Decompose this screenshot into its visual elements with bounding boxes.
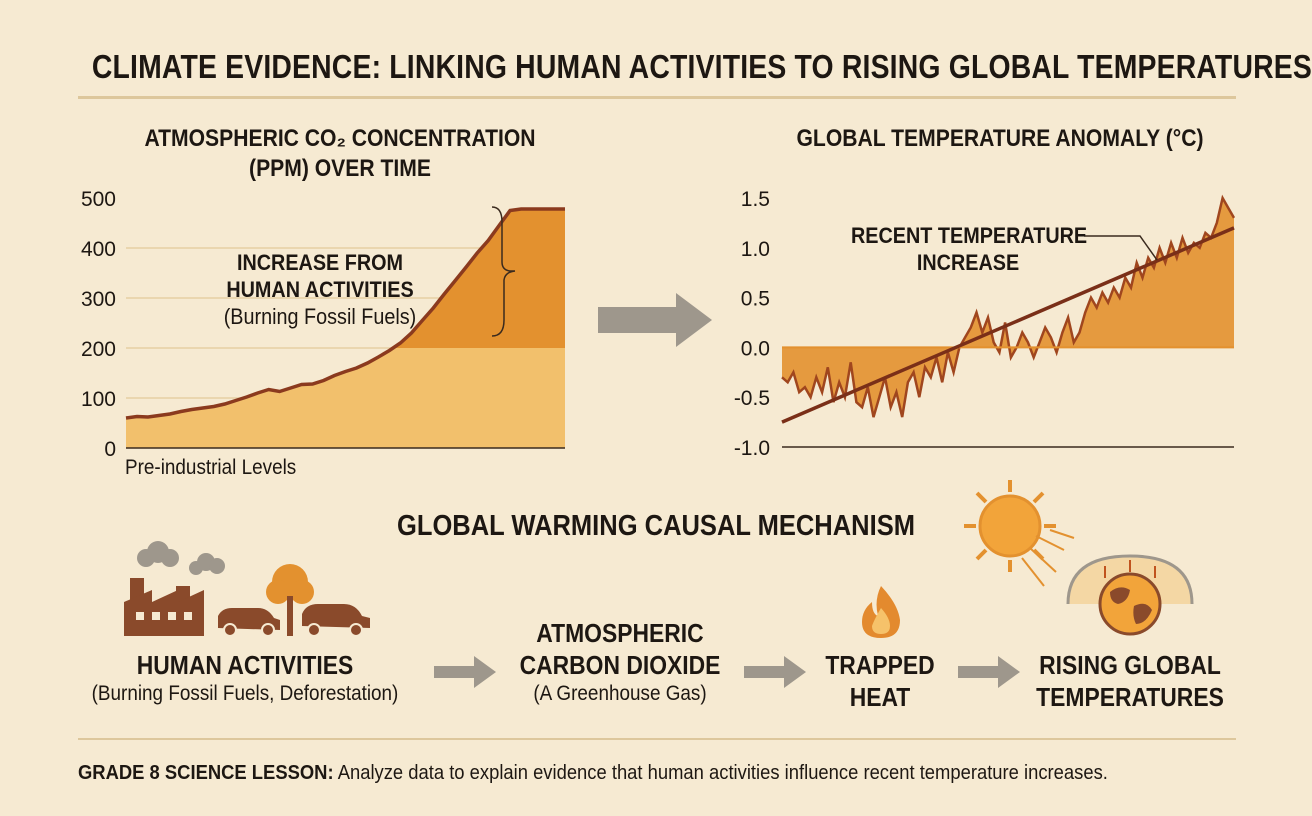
step-co2-detail: (A Greenhouse Gas) [533, 682, 707, 705]
co2-y-tick: 300 [81, 288, 116, 311]
co2-annotation-line2: HUMAN ACTIVITIES [226, 277, 414, 302]
co2-y-tick: 0 [104, 438, 116, 461]
increase-bracket [491, 206, 516, 337]
co2-area [126, 209, 565, 448]
co2-chart-title-line2: (PPM) OVER TIME [249, 155, 431, 182]
temp-y-tick: -0.5 [734, 387, 770, 410]
temp-chart-title: GLOBAL TEMPERATURE ANOMALY (°C) [796, 125, 1204, 152]
co2-annotation-line1: INCREASE FROM [236, 250, 404, 275]
footer: GRADE 8 SCIENCE LESSON: Analyze data to … [78, 762, 1108, 785]
sun-earth-icon [964, 480, 1194, 636]
co2-chart: 500 400 300 200 100 0 [81, 188, 565, 461]
temperature-area [782, 198, 1234, 418]
temp-y-tick: -1.0 [734, 437, 770, 460]
mechanism-title: GLOBAL WARMING CAUSAL MECHANISM [397, 510, 915, 542]
flow-arrow-2-icon [744, 656, 806, 688]
footer-divider [78, 738, 1236, 740]
step-rising-line1: RISING GLOBAL [1039, 650, 1221, 680]
temp-y-tick: 1.0 [741, 238, 770, 261]
co2-y-tick: 400 [81, 238, 116, 261]
flow-arrow-1-icon [434, 656, 496, 688]
co2-y-tick: 200 [81, 338, 116, 361]
title-divider [78, 96, 1236, 99]
temperature-line [781, 194, 1236, 418]
step-co2-line1: ATMOSPHERIC [536, 618, 704, 648]
co2-increase-area [393, 209, 565, 348]
step-rising-line2: TEMPERATURES [1036, 682, 1224, 712]
annotation-leader [1084, 235, 1158, 261]
temp-annotation-line2: INCREASE [916, 250, 1020, 275]
co2-chart-title-line1: ATMOSPHERIC CO₂ CONCENTRATION [144, 125, 536, 152]
flame-icon [862, 586, 900, 638]
temp-y-tick: 0.0 [741, 337, 770, 360]
step-human-activities-detail: (Burning Fossil Fuels, Deforestation) [91, 682, 399, 705]
factory-car-tree-icon [124, 541, 370, 637]
page-title: CLIMATE EVIDENCE: LINKING HUMAN ACTIVITI… [91, 48, 1312, 85]
co2-line [125, 207, 565, 420]
step-co2-line2: CARBON DIOXIDE [519, 650, 721, 680]
chart-link-arrow-icon [598, 293, 712, 347]
temp-y-tick: 0.5 [741, 288, 770, 311]
step-trapped-line2: HEAT [849, 682, 911, 712]
footer-text: Analyze data to explain evidence that hu… [333, 762, 1108, 784]
flow-arrow-3-icon [958, 656, 1020, 688]
temperature-chart: 1.5 1.0 0.5 0.0 -0.5 -1.0 [734, 188, 1236, 460]
co2-y-tick: 100 [81, 388, 116, 411]
temp-y-tick: 1.5 [741, 188, 770, 211]
footer-label: GRADE 8 SCIENCE LESSON: [78, 762, 334, 784]
temp-annotation-line1: RECENT TEMPERATURE [851, 223, 1088, 248]
step-human-activities: HUMAN ACTIVITIES [136, 650, 354, 680]
trend-line [781, 226, 1235, 424]
co2-annotation-line3: (Burning Fossil Fuels) [223, 304, 417, 329]
co2-y-tick: 500 [81, 188, 116, 211]
step-trapped-line1: TRAPPED [825, 650, 935, 680]
co2-x-label: Pre-industrial Levels [125, 456, 297, 479]
